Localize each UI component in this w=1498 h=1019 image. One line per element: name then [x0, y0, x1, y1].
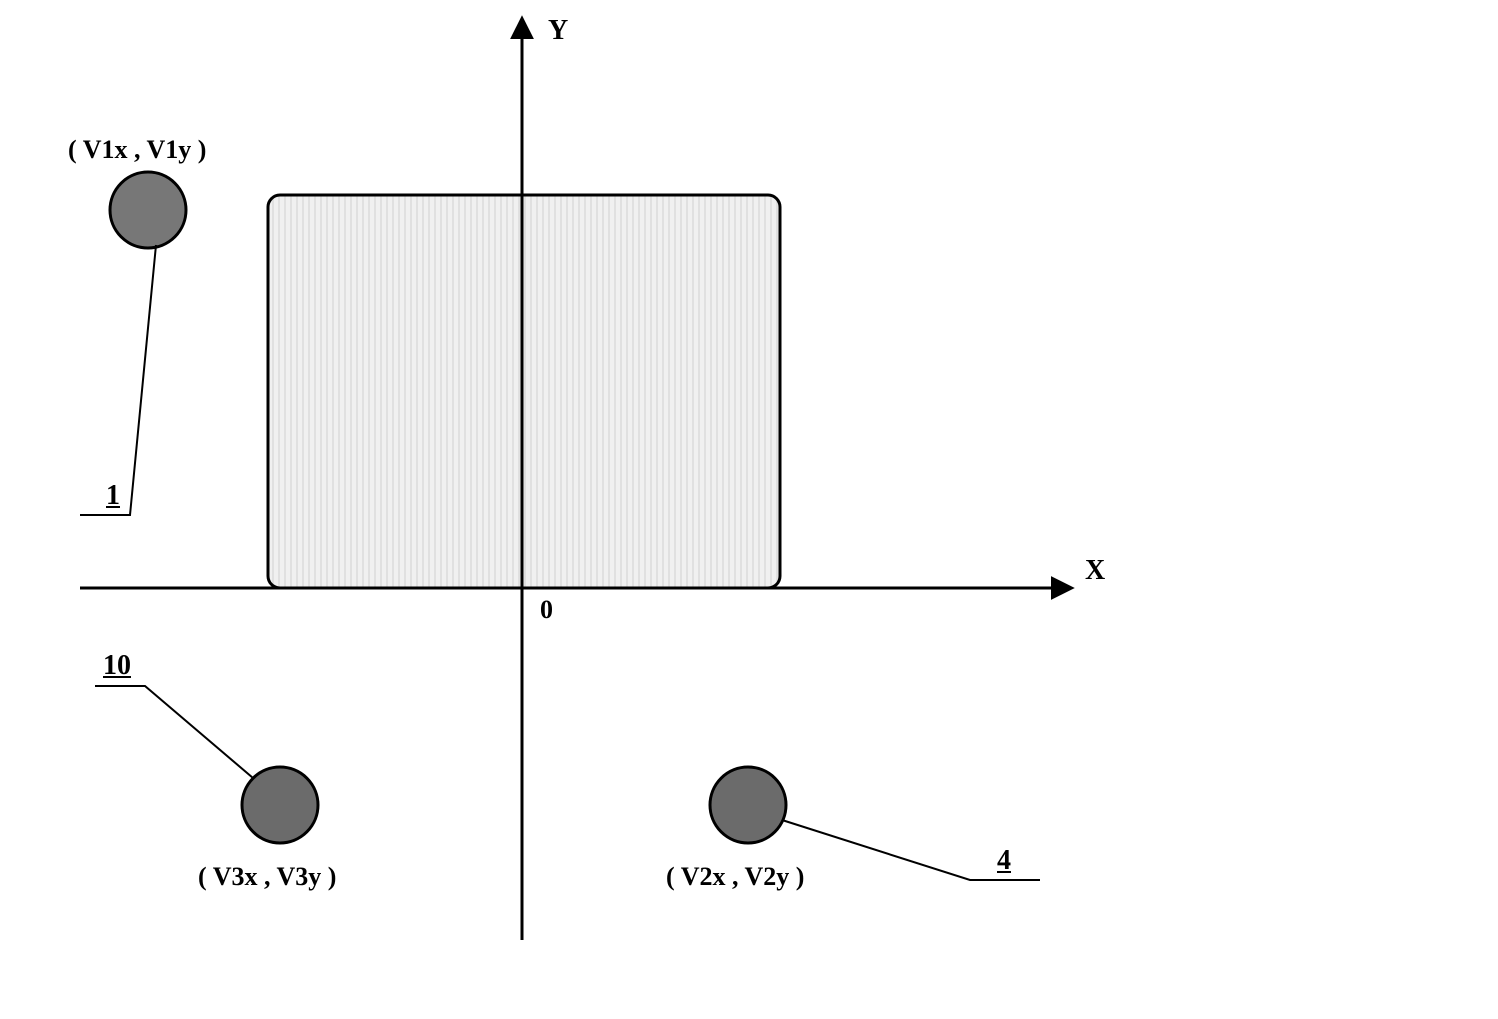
diagram-canvas: X Y 0 ( V1x , V1y ) ( V3x , V3y ) ( V2x … — [0, 0, 1498, 1019]
origin-label: 0 — [540, 595, 553, 625]
axis-label-x: X — [1085, 555, 1105, 587]
leader-line-1 — [80, 245, 156, 515]
leader-num-4: 4 — [997, 845, 1011, 877]
axis-label-y: Y — [548, 15, 568, 47]
leader-line-10 — [95, 686, 253, 778]
coord-label-v3: ( V3x , V3y ) — [198, 862, 336, 892]
leader-num-1: 1 — [106, 480, 120, 512]
circle-bottom-left — [242, 767, 318, 843]
circle-top-left — [110, 172, 186, 248]
coord-label-v2: ( V2x , V2y ) — [666, 862, 804, 892]
coord-label-v1: ( V1x , V1y ) — [68, 135, 206, 165]
leader-num-10: 10 — [103, 650, 131, 682]
stage-rectangle — [268, 195, 780, 588]
circle-bottom-right — [710, 767, 786, 843]
